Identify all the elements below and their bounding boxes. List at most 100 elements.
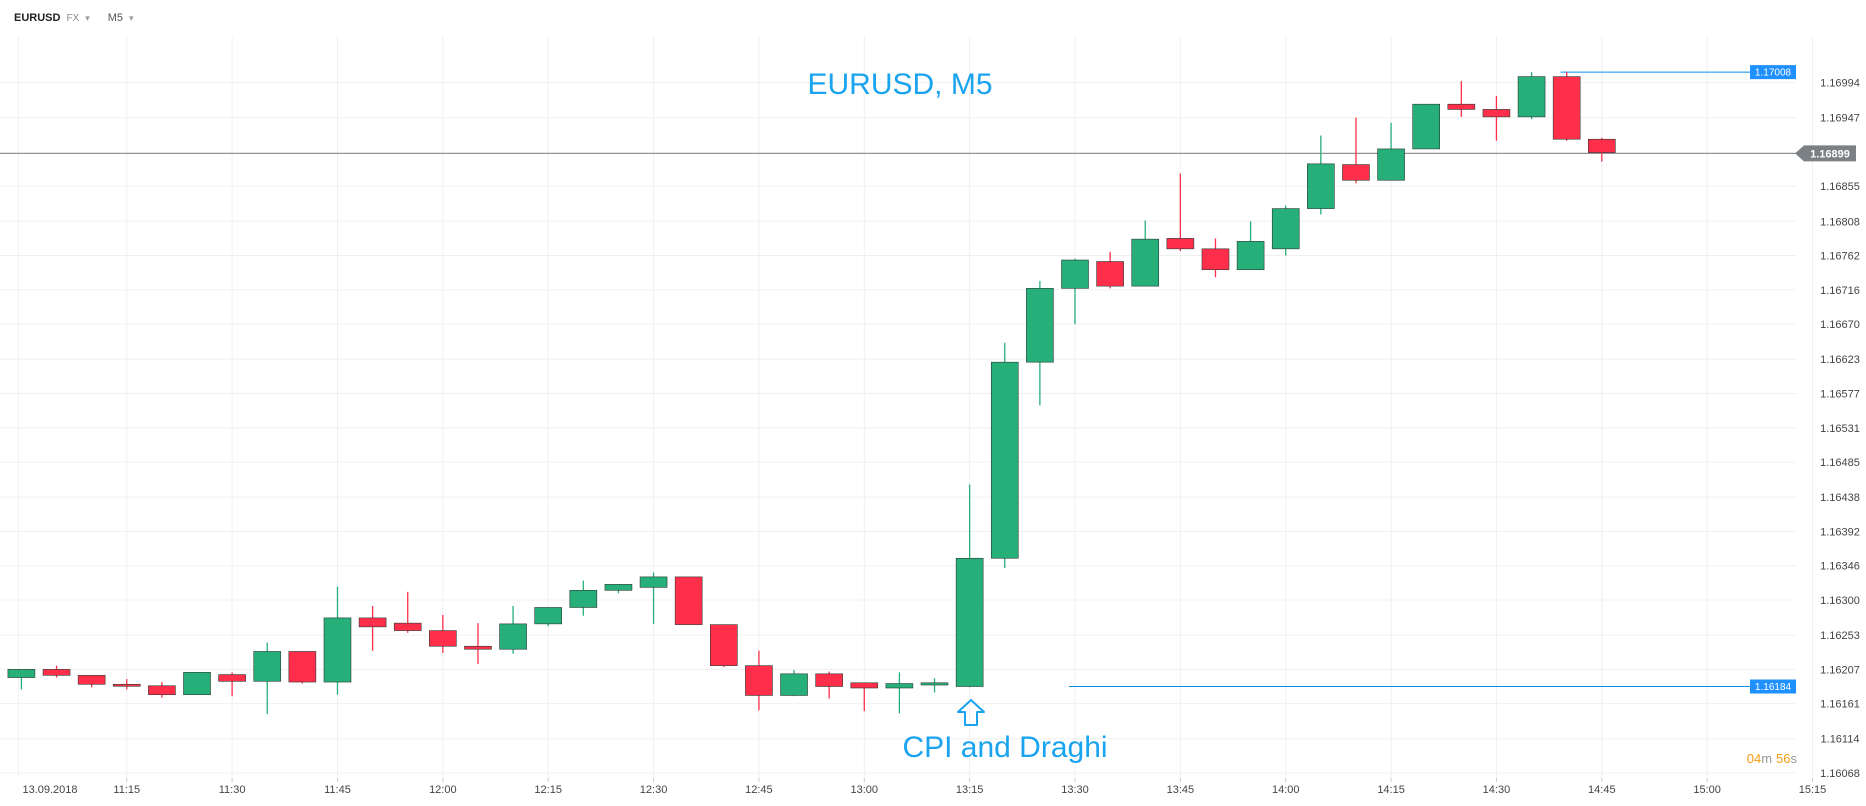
candle-body xyxy=(920,682,949,686)
y-tick-label: 1.16346 xyxy=(1820,561,1860,573)
candle-body xyxy=(1061,259,1089,289)
candle-body xyxy=(1307,163,1335,209)
candle-bullish xyxy=(1026,280,1054,406)
candle-body xyxy=(253,651,282,682)
y-tick-label: 1.16531 xyxy=(1820,423,1860,435)
symbol-label[interactable]: EURUSD xyxy=(14,12,61,24)
candle-body xyxy=(499,623,527,650)
x-axis: 13.09.2018 11:15 11:30 11:45 12:00 12:15 12:30… xyxy=(22,778,1826,796)
candle-body xyxy=(955,557,984,687)
candle-bullish xyxy=(1061,258,1089,325)
candle-body xyxy=(1552,76,1581,140)
candle-body xyxy=(42,669,71,676)
grid xyxy=(0,36,1814,778)
candle-body xyxy=(7,669,36,678)
candle-body xyxy=(183,672,211,696)
y-tick-label: 1.16716 xyxy=(1820,285,1860,297)
candle-body xyxy=(464,645,492,650)
x-tick-label: 14:45 xyxy=(1588,784,1616,796)
y-axis: 1.16994 1.16947 1.16855 1.16808 1.16762 1.167… xyxy=(1820,78,1860,780)
candles xyxy=(7,72,1616,715)
x-tick-label: 13:45 xyxy=(1167,784,1195,796)
candle-body xyxy=(1096,261,1124,287)
y-tick-label: 1.16670 xyxy=(1820,319,1860,331)
candle-bearish xyxy=(745,650,773,711)
candle-bearish xyxy=(709,624,738,668)
annotation-arrow xyxy=(957,699,985,726)
candle-bearish xyxy=(815,671,843,699)
level-lines: 1.16899 1.17008 1.16184 xyxy=(0,65,1856,694)
x-start-date-label: 13.09.2018 xyxy=(22,784,77,796)
candle-bullish xyxy=(253,642,282,715)
y-tick-label: 1.16161 xyxy=(1820,699,1860,711)
countdown-timer: 04m 56s xyxy=(1747,751,1798,766)
candle-bearish xyxy=(77,675,106,688)
candle-bearish xyxy=(218,672,246,697)
candle-bearish xyxy=(1552,72,1581,141)
candle-bullish xyxy=(1271,205,1300,256)
candle-bullish xyxy=(1236,221,1265,271)
timeframe-chevron-down-icon[interactable]: ▾ xyxy=(129,12,134,23)
candle-body xyxy=(393,622,422,631)
candle-body xyxy=(1201,248,1230,271)
timeframe-selector[interactable]: M5 xyxy=(107,12,124,24)
candle-bullish xyxy=(499,605,527,654)
candle-bearish xyxy=(1447,81,1476,117)
y-tick-label: 1.16577 xyxy=(1820,388,1860,400)
x-tick-label: 12:30 xyxy=(640,784,668,796)
candle-body xyxy=(1026,288,1054,363)
x-tick-label: 12:45 xyxy=(745,784,773,796)
x-tick-label: 11:30 xyxy=(219,784,246,796)
x-tick-label: 12:15 xyxy=(534,784,562,796)
y-tick-label: 1.16392 xyxy=(1820,526,1860,538)
annotation-text: CPI and Draghi xyxy=(902,731,1107,764)
y-tick-label: 1.16808 xyxy=(1820,216,1860,228)
level-tag xyxy=(1750,65,1796,80)
candle-body xyxy=(1271,208,1300,250)
x-tick-label: 14:00 xyxy=(1272,784,1300,796)
level-tag xyxy=(1750,679,1796,694)
candle-body xyxy=(1342,164,1370,181)
candle-bearish xyxy=(1342,117,1370,184)
candle-body xyxy=(1131,238,1160,287)
candle-body xyxy=(709,624,738,666)
x-tick-label: 12:00 xyxy=(429,784,457,796)
candle-bearish xyxy=(288,651,317,684)
candle-body xyxy=(674,576,703,625)
candle-body xyxy=(745,665,773,696)
level-label: 1.17008 xyxy=(1755,68,1792,79)
y-tick-label: 1.16253 xyxy=(1820,630,1860,642)
market-chevron-down-icon[interactable]: ▾ xyxy=(85,12,90,23)
candle-bullish xyxy=(955,484,984,688)
x-tick-label: 15:00 xyxy=(1693,784,1721,796)
x-tick-label: 11:15 xyxy=(113,784,140,796)
candle-body xyxy=(1447,103,1476,110)
candle-bullish xyxy=(885,672,914,714)
candle-bearish xyxy=(42,665,71,678)
candle-bullish xyxy=(1517,72,1546,120)
y-tick-label: 1.16947 xyxy=(1820,113,1860,125)
candle-body xyxy=(569,590,598,608)
level-label: 1.16184 xyxy=(1755,682,1792,693)
y-tick-label: 1.16438 xyxy=(1820,492,1860,504)
x-tick-label: 11:45 xyxy=(324,784,351,796)
candle-bearish xyxy=(393,591,422,633)
current-price-tag xyxy=(1795,145,1856,162)
countdown-s-label: s xyxy=(1791,751,1798,766)
candle-body xyxy=(780,673,808,696)
x-tick-label: 13:30 xyxy=(1061,784,1089,796)
candle-bearish xyxy=(148,682,176,698)
x-tick-label: 13:15 xyxy=(956,784,984,796)
chart-title: EURUSD, M5 xyxy=(807,68,992,101)
candle-body xyxy=(1517,76,1546,118)
x-tick-label: 13:00 xyxy=(851,784,879,796)
candle-body xyxy=(604,584,633,591)
candle-bullish xyxy=(639,572,668,624)
candle-body xyxy=(850,682,879,689)
candle-bearish xyxy=(850,682,879,712)
candle-bearish xyxy=(1201,238,1230,278)
candle-bullish xyxy=(7,669,36,690)
candle-body xyxy=(1588,138,1616,153)
candle-bullish xyxy=(604,584,633,594)
